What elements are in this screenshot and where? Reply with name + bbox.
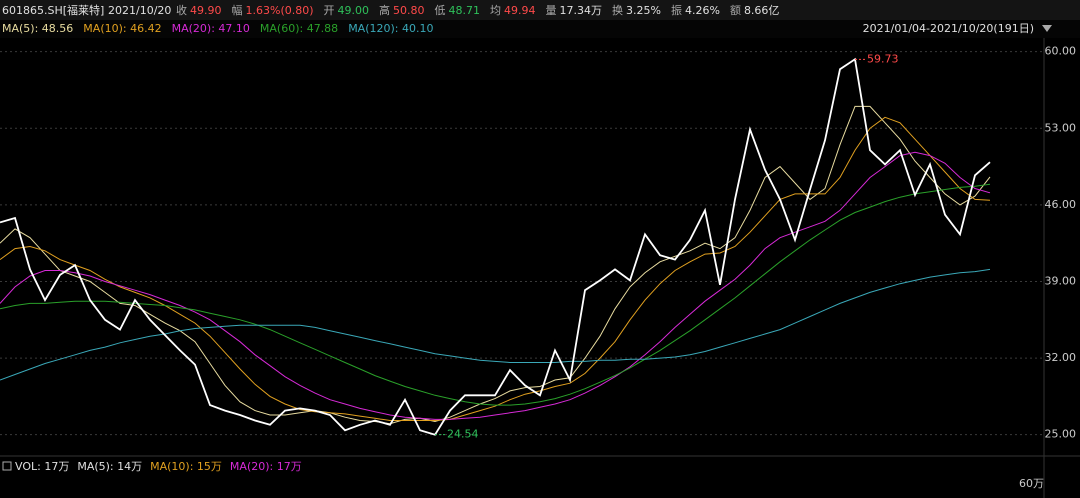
- quote-value: 49.00: [338, 4, 370, 17]
- legend-entry: MA(60): 47.88: [260, 22, 338, 35]
- quote-label: 换: [612, 3, 623, 17]
- quote-label: 振: [671, 3, 682, 17]
- price-line: [0, 151, 991, 420]
- y-tick-label: 60.00: [1045, 45, 1077, 58]
- date: 2021/10/20: [108, 4, 171, 17]
- quote-value: 49.90: [190, 4, 222, 17]
- vol-icon: [2, 461, 12, 471]
- volume-legend: VOL: 17万: [15, 460, 69, 473]
- legend-entry: MA(120): 40.10: [348, 22, 433, 35]
- quote-label: 开: [324, 4, 335, 17]
- legend-entry: MA(20): 47.10: [172, 22, 250, 35]
- quote-label: 额: [730, 4, 741, 17]
- min-label: 24.54: [447, 428, 479, 441]
- quote-value: 3.25%: [626, 4, 661, 17]
- legend-entry: MA(10): 46.42: [83, 22, 161, 35]
- volume-legend: MA(10): 15万: [150, 460, 222, 473]
- legend-entry: MA(5): 48.56: [2, 22, 73, 35]
- quote-label: 高: [379, 3, 390, 17]
- y-tick-label: 53.00: [1045, 121, 1077, 134]
- price-line: [0, 57, 991, 436]
- price-line: [0, 183, 991, 406]
- volume-legend: MA(5): 14万: [77, 460, 142, 473]
- volume-axis-label: 60万: [1019, 477, 1044, 490]
- quote-value: 48.71: [449, 4, 481, 17]
- range-dropdown[interactable]: [1042, 25, 1052, 32]
- quote-value: 8.66亿: [744, 4, 780, 17]
- symbol: 601865.SH[福莱特]: [2, 3, 104, 17]
- quote-label: 幅: [232, 4, 243, 17]
- price-line: [0, 105, 991, 425]
- y-tick-label: 46.00: [1045, 198, 1077, 211]
- quote-value: 4.26%: [685, 4, 720, 17]
- quote-label: 均: [490, 4, 501, 17]
- quote-label: 量: [546, 4, 557, 17]
- max-label: 59.73: [867, 52, 899, 65]
- header-bar: [0, 0, 1080, 20]
- quote-label: 收: [176, 3, 187, 17]
- quote-value: 17.34万: [560, 4, 603, 17]
- quote-label: 低: [435, 4, 446, 17]
- quote-value: 49.94: [504, 4, 536, 17]
- range: 2021/01/04-2021/10/20(191日): [863, 22, 1034, 35]
- legend-bar: [0, 20, 1080, 38]
- quote-value: 1.63%(0.80): [246, 4, 314, 17]
- y-tick-label: 25.00: [1045, 428, 1077, 441]
- volume-legend: MA(20): 17万: [230, 460, 302, 473]
- y-tick-label: 32.00: [1045, 351, 1077, 364]
- quote-value: 50.80: [393, 4, 425, 17]
- y-tick-label: 39.00: [1045, 274, 1077, 287]
